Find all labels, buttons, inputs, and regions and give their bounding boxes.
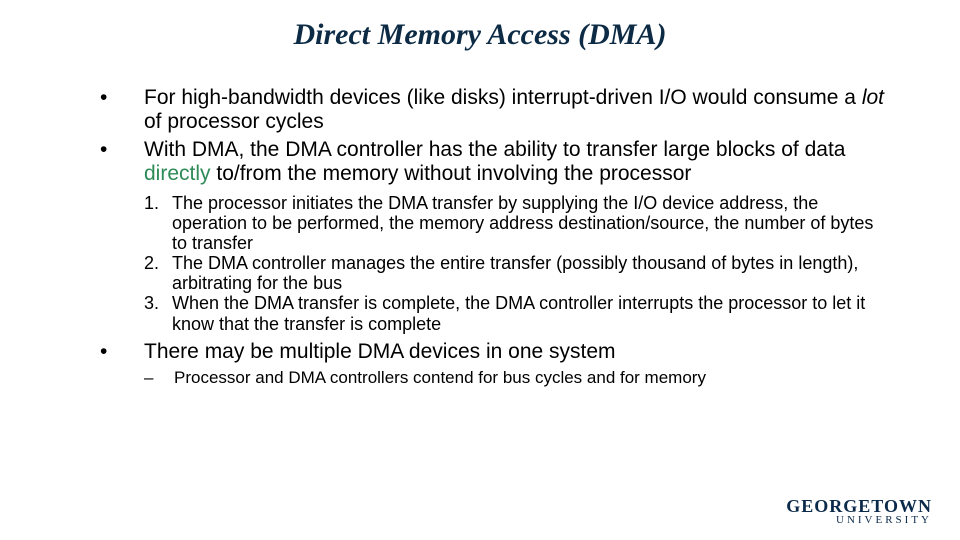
- bullet-list: • There may be multiple DMA devices in o…: [100, 340, 890, 364]
- logo-line1: GEORGETOWN: [786, 497, 932, 515]
- step-text: The DMA controller manages the entire tr…: [172, 253, 890, 293]
- bullet-text: There may be multiple DMA devices in one…: [144, 340, 890, 364]
- bullet-marker: •: [100, 86, 144, 134]
- step-item: When the DMA transfer is complete, the D…: [144, 293, 890, 333]
- step-number: [144, 293, 172, 333]
- logo-line2: UNIVERSITY: [786, 515, 932, 526]
- bullet-item: • For high-bandwidth devices (like disks…: [100, 86, 890, 134]
- bullet-marker: •: [100, 138, 144, 186]
- bullet-item: • There may be multiple DMA devices in o…: [100, 340, 890, 364]
- bullet-text: With DMA, the DMA controller has the abi…: [144, 138, 890, 186]
- step-text: The processor initiates the DMA transfer…: [172, 193, 890, 253]
- bullet-list: • For high-bandwidth devices (like disks…: [100, 86, 890, 187]
- university-logo: GEORGETOWN UNIVERSITY: [786, 497, 932, 526]
- step-item: The processor initiates the DMA transfer…: [144, 193, 890, 253]
- step-item: The DMA controller manages the entire tr…: [144, 253, 890, 293]
- slide-body: • For high-bandwidth devices (like disks…: [60, 86, 900, 387]
- sub-text: Processor and DMA controllers contend fo…: [174, 368, 890, 388]
- bullet-marker: •: [100, 340, 144, 364]
- slide-title: Direct Memory Access (DMA): [60, 18, 900, 52]
- numbered-list: The processor initiates the DMA transfer…: [144, 193, 890, 334]
- step-number: [144, 193, 172, 253]
- slide: Direct Memory Access (DMA) • For high-ba…: [0, 0, 960, 540]
- step-text: When the DMA transfer is complete, the D…: [172, 293, 890, 333]
- bullet-text: For high-bandwidth devices (like disks) …: [144, 86, 890, 134]
- sub-list: – Processor and DMA controllers contend …: [144, 368, 890, 388]
- step-number: [144, 253, 172, 293]
- bullet-item: • With DMA, the DMA controller has the a…: [100, 138, 890, 186]
- dash-marker: –: [144, 368, 174, 388]
- sub-item: – Processor and DMA controllers contend …: [144, 368, 890, 388]
